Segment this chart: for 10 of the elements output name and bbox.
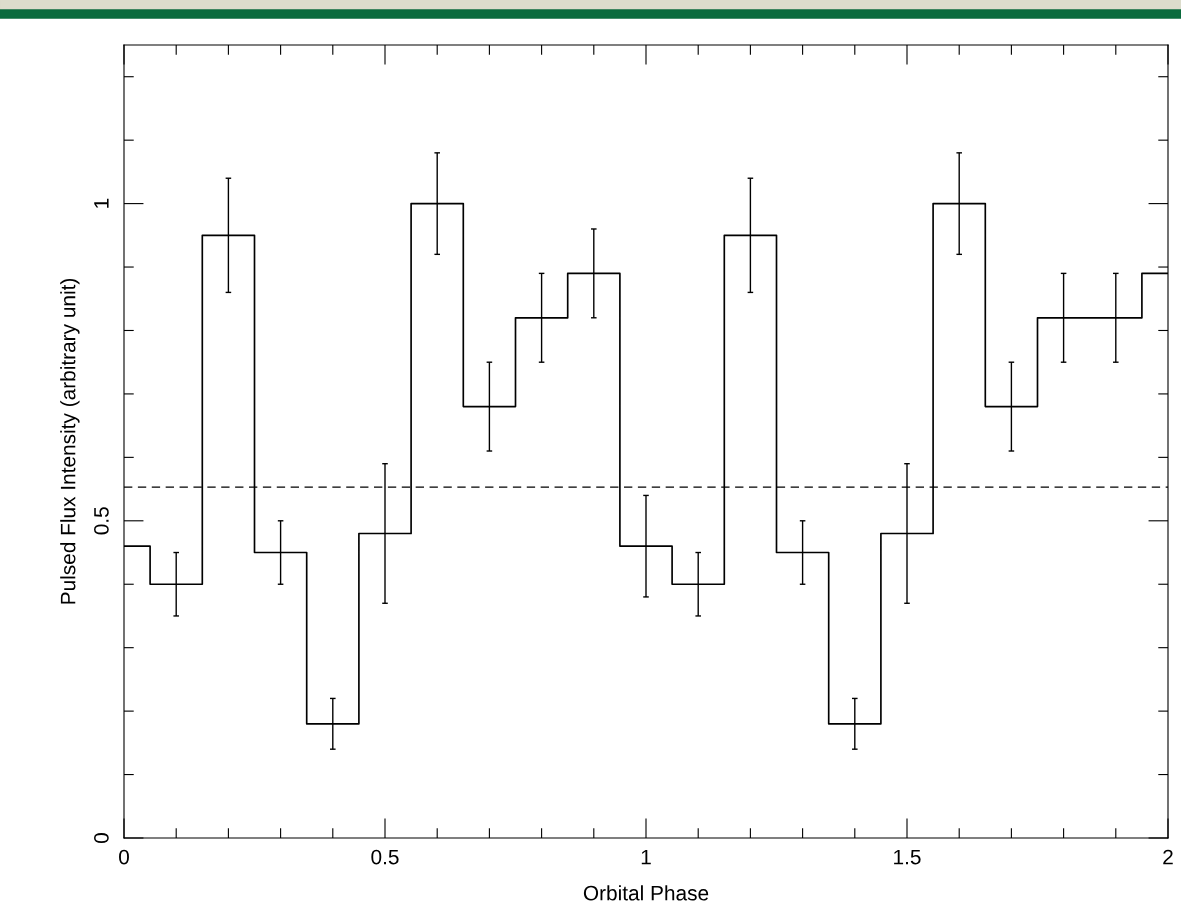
x-tick-label: 1.5 <box>894 849 921 865</box>
y-axis-title: Pulsed Flux Intensity (arbitrary unit) <box>60 278 80 604</box>
x-tick-label: 0.5 <box>371 849 399 865</box>
y-tick-label: 0.5 <box>94 507 109 535</box>
y-tick-label: 1 <box>94 198 109 208</box>
x-axis-title: Orbital Phase <box>583 885 709 901</box>
x-tick-label: 1 <box>641 849 651 865</box>
x-tick-label: 2 <box>1163 849 1173 865</box>
x-tick-label: 0 <box>119 849 129 865</box>
y-tick-label: 0 <box>94 833 109 843</box>
